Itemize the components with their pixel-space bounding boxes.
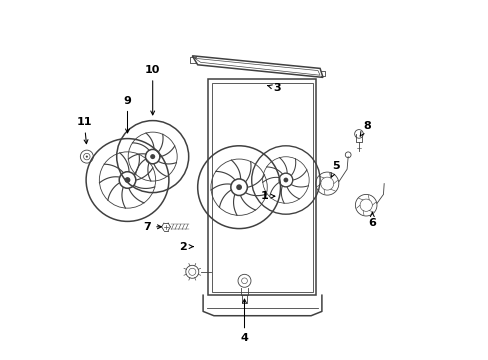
Text: 5: 5 <box>330 161 340 177</box>
Circle shape <box>150 154 155 159</box>
Text: 4: 4 <box>240 299 248 343</box>
Circle shape <box>85 156 88 158</box>
Circle shape <box>283 177 288 183</box>
Text: 3: 3 <box>267 83 280 93</box>
Text: 2: 2 <box>179 242 193 252</box>
Circle shape <box>124 177 130 183</box>
Text: 10: 10 <box>145 65 160 115</box>
Circle shape <box>236 184 242 190</box>
Text: 6: 6 <box>367 212 375 228</box>
Text: 9: 9 <box>123 96 131 133</box>
Text: 8: 8 <box>359 121 370 136</box>
Text: 11: 11 <box>77 117 92 144</box>
Text: 7: 7 <box>143 222 161 232</box>
Text: 1: 1 <box>260 191 274 201</box>
